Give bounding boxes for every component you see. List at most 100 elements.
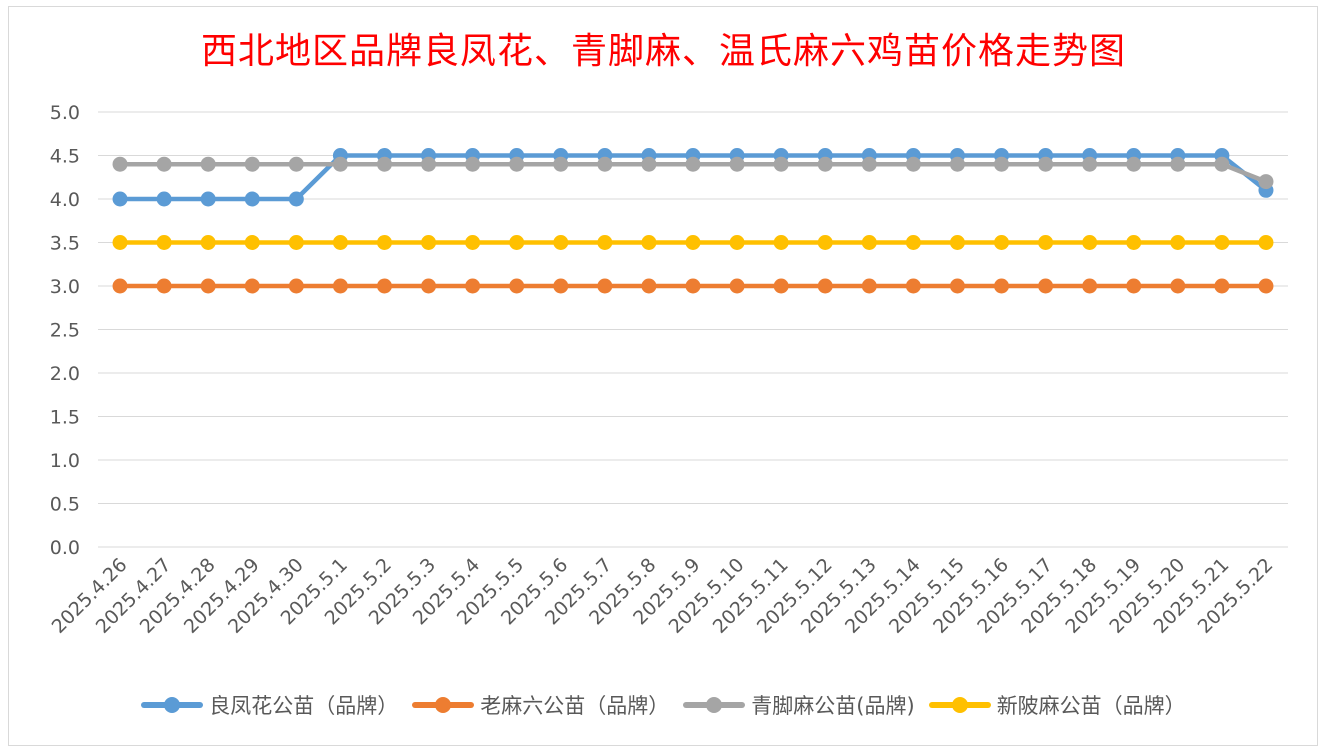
chart-title: 西北地区品牌良凤花、青脚麻、温氏麻六鸡苗价格走势图 (200, 31, 1126, 72)
data-point (1214, 278, 1230, 294)
data-point (641, 278, 657, 294)
data-point (773, 156, 789, 172)
data-point (641, 156, 657, 172)
data-point (200, 278, 216, 294)
data-point (1214, 156, 1230, 172)
data-point (421, 156, 437, 172)
data-point (729, 278, 745, 294)
data-point (244, 191, 260, 207)
data-point (1082, 156, 1098, 172)
data-point (332, 278, 348, 294)
data-point (861, 235, 877, 250)
legend-swatch (412, 697, 475, 713)
legend-label: 良凤花公苗（品牌） (209, 694, 399, 718)
legend: 良凤花公苗（品牌） 老麻六公苗（品牌） 青脚麻公苗(品牌) 新陂麻公苗（品牌） (0, 690, 1327, 720)
data-point (905, 156, 921, 172)
data-point (112, 278, 128, 294)
data-point (200, 156, 216, 172)
y-tick-label: 4.5 (50, 146, 80, 168)
y-tick-label: 2.0 (50, 363, 80, 385)
data-point (861, 156, 877, 172)
y-tick-label: 1.5 (50, 407, 80, 429)
data-point (376, 235, 392, 250)
data-point (1038, 156, 1054, 172)
y-tick-label: 1.0 (50, 450, 80, 472)
data-point (553, 235, 569, 250)
data-point (1126, 235, 1142, 250)
legend-swatch (141, 697, 204, 713)
gridlines (98, 111, 1288, 548)
data-point (288, 278, 304, 294)
data-point (509, 156, 525, 172)
data-point (949, 278, 965, 294)
y-tick-label: 0.5 (50, 494, 80, 516)
data-point (288, 156, 304, 172)
legend-item: 新陂麻公苗（品牌） (928, 690, 1186, 720)
data-point (112, 156, 128, 172)
y-tick-label: 3.0 (50, 276, 80, 298)
data-point (1126, 156, 1142, 172)
data-point (994, 278, 1010, 294)
data-point (597, 156, 613, 172)
data-point (1258, 278, 1274, 294)
data-point (994, 235, 1010, 250)
data-point (949, 156, 965, 172)
data-point (729, 235, 745, 250)
data-point (597, 278, 613, 294)
y-tick-label: 0.0 (50, 537, 80, 559)
data-point (1170, 278, 1186, 294)
data-point (421, 278, 437, 294)
data-point (685, 235, 701, 250)
data-point (773, 278, 789, 294)
data-point (1258, 174, 1274, 190)
chart-frame (8, 6, 1318, 746)
data-point (817, 235, 833, 250)
data-point (685, 156, 701, 172)
data-point (994, 156, 1010, 172)
data-point (861, 278, 877, 294)
data-point (949, 235, 965, 250)
data-point (1082, 278, 1098, 294)
legend-label: 青脚麻公苗(品牌) (751, 694, 915, 718)
data-point (729, 156, 745, 172)
data-point (244, 235, 260, 250)
data-point (641, 235, 657, 250)
data-point (1082, 235, 1098, 250)
data-point (465, 235, 481, 250)
y-tick-label: 3.5 (50, 233, 80, 255)
data-point (156, 191, 172, 207)
data-point (288, 191, 304, 207)
data-point (817, 156, 833, 172)
legend-item: 良凤花公苗（品牌） (141, 690, 398, 720)
data-point (244, 156, 260, 172)
data-point (200, 191, 216, 207)
data-point (332, 156, 348, 172)
data-point (156, 278, 172, 294)
data-point (1126, 278, 1142, 294)
series-group (112, 148, 1274, 294)
y-tick-label: 4.0 (50, 189, 80, 211)
series-1 (112, 278, 1274, 294)
legend-label: 老麻六公苗（品牌） (480, 694, 670, 718)
data-point (288, 235, 304, 250)
data-point (156, 156, 172, 172)
data-point (112, 235, 128, 250)
data-point (332, 235, 348, 250)
data-point (465, 278, 481, 294)
data-point (421, 235, 437, 250)
data-point (1038, 235, 1054, 250)
data-point (553, 278, 569, 294)
data-point (1038, 278, 1054, 294)
data-point (817, 278, 833, 294)
legend-label: 新陂麻公苗（品牌） (996, 694, 1186, 718)
data-point (1214, 235, 1230, 250)
data-point (553, 156, 569, 172)
data-point (1258, 235, 1274, 250)
legend-swatch (928, 697, 991, 713)
data-point (200, 235, 216, 250)
data-point (905, 278, 921, 294)
data-point (509, 235, 525, 250)
series-2 (112, 156, 1274, 190)
x-axis-ticks: 2025.4.262025.4.272025.4.282025.4.292025… (48, 554, 1278, 638)
